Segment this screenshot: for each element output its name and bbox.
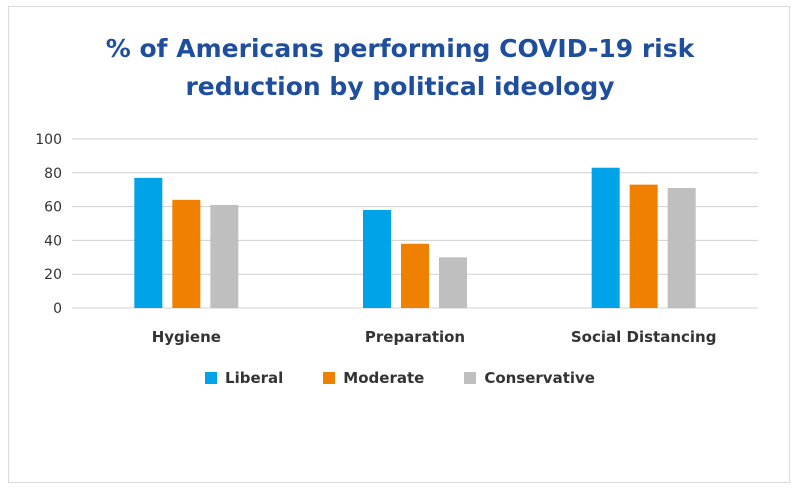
x-tick-label: Hygiene: [152, 328, 221, 346]
legend-label-conservative: Conservative: [484, 369, 595, 387]
bar-conservative-social-distancing: [667, 188, 696, 308]
y-tick-label: 0: [53, 301, 62, 317]
y-tick-label: 40: [44, 233, 62, 249]
bar-liberal-preparation: [363, 209, 391, 308]
x-tick-label: Social Distancing: [571, 328, 717, 346]
y-tick-label: 20: [44, 267, 62, 283]
y-tick-label: 60: [44, 200, 62, 216]
legend-item-conservative: Conservative: [464, 369, 595, 387]
y-tick-label: 80: [44, 166, 62, 182]
legend-swatch-moderate: [323, 372, 336, 384]
chart-title-line-1: % of Americans performing COVID-19 risk: [105, 34, 695, 63]
bar-moderate-preparation: [401, 243, 429, 308]
legend-item-moderate: Moderate: [323, 369, 424, 387]
chart-title-line-2: reduction by political ideology: [185, 72, 615, 101]
bar-conservative-preparation: [439, 257, 467, 308]
chart-title: % of Americans performing COVID-19 risk …: [0, 30, 800, 106]
x-tick-label: Preparation: [365, 328, 465, 346]
legend-swatch-conservative: [464, 372, 477, 384]
legend-item-liberal: Liberal: [205, 369, 283, 387]
bar-liberal-hygiene: [134, 177, 163, 308]
bar-liberal-social-distancing: [591, 167, 620, 308]
bar-moderate-hygiene: [172, 199, 201, 308]
y-tick-label: 100: [35, 132, 62, 148]
bar-moderate-social-distancing: [629, 184, 658, 308]
legend-label-moderate: Moderate: [343, 369, 425, 387]
legend-label-liberal: Liberal: [225, 369, 284, 387]
legend-swatch-liberal: [205, 372, 218, 384]
bar-conservative-hygiene: [210, 204, 239, 308]
legend: Liberal Moderate Conservative: [0, 369, 800, 387]
